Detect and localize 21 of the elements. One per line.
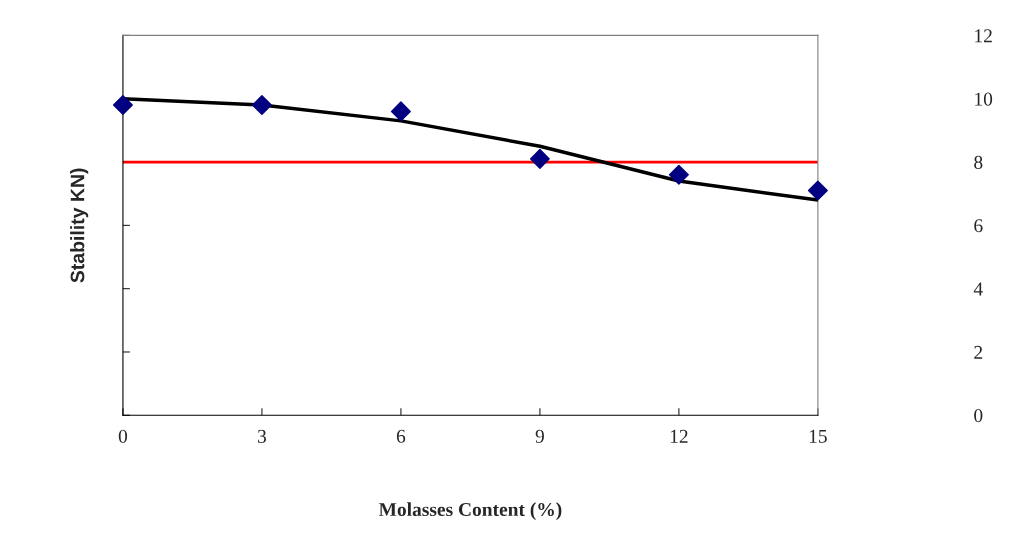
y-tick-label: 0 [974, 409, 983, 423]
point [112, 95, 133, 116]
x-tick-label: 6 [396, 429, 406, 443]
point [529, 148, 550, 169]
point [390, 101, 411, 122]
x-tick-label: 12 [670, 429, 688, 443]
point [668, 164, 689, 185]
point [807, 180, 828, 201]
y-tick-label: 2 [974, 345, 983, 359]
y-axis-title: Stability KN) [70, 168, 89, 283]
y-tick-label: 12 [975, 29, 992, 43]
y-tick-label: 6 [974, 219, 983, 233]
point [251, 95, 272, 116]
x-tick-label: 15 [809, 429, 827, 443]
y-tick-label: 4 [973, 282, 983, 296]
y-tick-label: 8 [974, 155, 983, 169]
y-tick-label: 10 [975, 92, 993, 106]
x-tick-label: 0 [118, 429, 128, 443]
x-tick-label: 3 [257, 429, 267, 443]
x-tick-label: 9 [535, 429, 544, 443]
x-axis-title: Molasses Content (%) [378, 502, 562, 520]
